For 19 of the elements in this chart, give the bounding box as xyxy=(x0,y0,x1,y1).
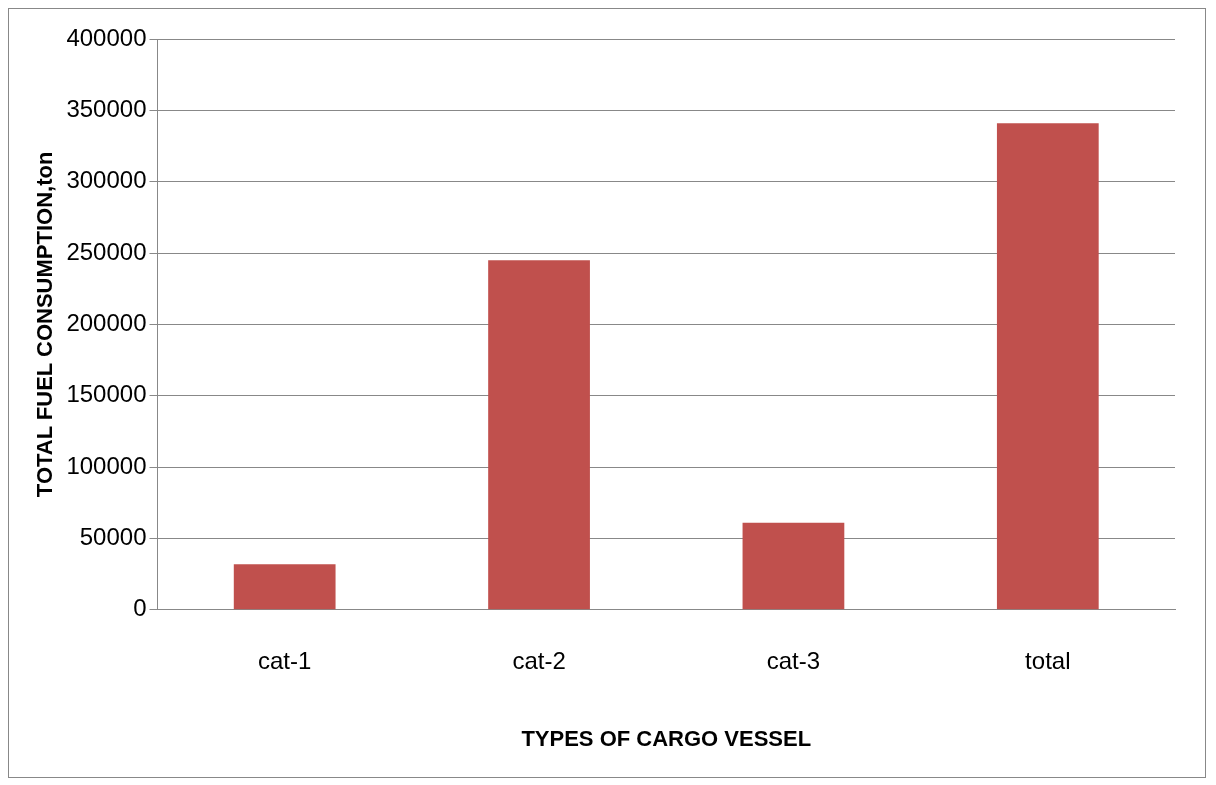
y-tick-label: 250000 xyxy=(66,237,147,265)
bar xyxy=(742,522,845,610)
bar xyxy=(996,123,1099,610)
x-tick-label: total xyxy=(1025,646,1071,674)
bar xyxy=(488,260,590,610)
y-tick-label: 50000 xyxy=(79,523,147,551)
y-tick-label: 0 xyxy=(133,594,147,622)
x-tick-label: cat-3 xyxy=(766,646,821,674)
y-tick-label: 100000 xyxy=(66,451,147,479)
y-axis-title: TOTAL FUEL CONSUMPTION,ton xyxy=(32,151,58,498)
y-tick-label: 350000 xyxy=(66,94,147,122)
y-tick-label: 200000 xyxy=(66,309,147,337)
y-tick-label: 400000 xyxy=(66,23,147,51)
x-axis-title: TYPES OF CARGO VESSEL xyxy=(521,725,812,751)
y-tick-label: 300000 xyxy=(66,166,147,194)
x-tick-label: cat-2 xyxy=(512,646,566,674)
x-tick-label: cat-1 xyxy=(258,646,312,674)
y-tick-label: 150000 xyxy=(66,380,147,408)
bar xyxy=(233,564,336,610)
